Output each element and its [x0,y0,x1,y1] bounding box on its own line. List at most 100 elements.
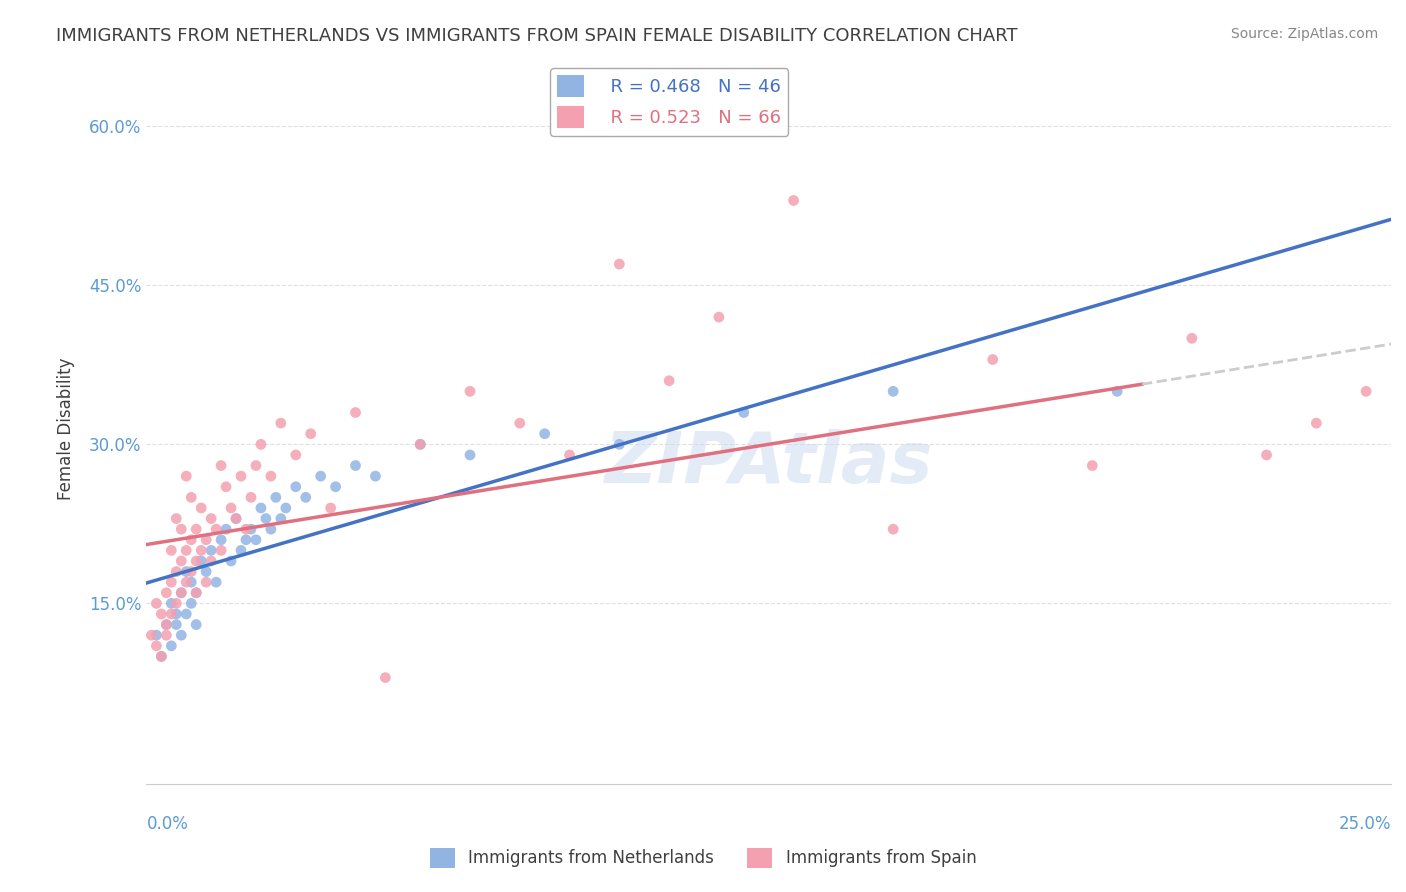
Point [733,405,755,419]
Point [558,448,581,462]
Legend: Immigrants from Netherlands, Immigrants from Spain: Immigrants from Netherlands, Immigrants … [423,841,983,875]
Point [1181,331,1204,345]
Point [882,522,904,536]
Point [1355,384,1378,399]
Point [186,522,208,536]
Point [240,522,263,536]
Point [180,491,202,505]
Point [270,416,292,430]
Point [1107,384,1129,399]
Point [240,491,263,505]
Point [225,511,247,525]
Point [209,533,232,547]
Point [409,437,432,451]
Point [174,575,197,590]
Point [155,617,177,632]
Point [195,565,218,579]
Y-axis label: Female Disability: Female Disability [58,357,75,500]
Text: IMMIGRANTS FROM NETHERLANDS VS IMMIGRANTS FROM SPAIN FEMALE DISABILITY CORRELATI: IMMIGRANTS FROM NETHERLANDS VS IMMIGRANT… [56,27,1018,45]
Point [364,469,387,483]
Point [186,586,208,600]
Point [200,511,222,525]
Point [209,543,232,558]
Point [160,575,183,590]
Point [160,596,183,610]
Point [1256,448,1278,462]
Point [180,565,202,579]
Point [165,617,187,632]
Point [170,522,193,536]
Point [782,194,804,208]
Point [170,586,193,600]
Point [186,586,208,600]
Point [165,596,187,610]
Point [245,533,267,547]
Point [225,511,247,525]
Point [260,522,283,536]
Point [219,500,242,515]
Point [145,596,167,610]
Point [209,458,232,473]
Point [374,671,396,685]
Point [160,639,183,653]
Point [344,405,367,419]
Point [319,500,342,515]
Point [190,543,212,558]
Point [174,469,197,483]
Point [200,543,222,558]
Point [509,416,531,430]
Point [180,533,202,547]
Point [174,607,197,621]
Point [150,607,173,621]
Point [160,543,183,558]
Point [180,596,202,610]
Point [981,352,1004,367]
Point [284,448,307,462]
Point [170,586,193,600]
Point [155,617,177,632]
Point [174,565,197,579]
Point [707,310,730,324]
Point [284,480,307,494]
Point [235,533,257,547]
Point [160,607,183,621]
Point [309,469,332,483]
Point [174,543,197,558]
Point [141,628,163,642]
Point [180,575,202,590]
Point [882,384,904,399]
Point [235,522,257,536]
Point [170,554,193,568]
Point [229,469,252,483]
Point [260,469,283,483]
Point [609,257,631,271]
Point [264,491,287,505]
Point [165,511,187,525]
Point [205,522,228,536]
Text: ZIPAtlas: ZIPAtlas [605,429,934,499]
Point [190,500,212,515]
Point [165,607,187,621]
Point [170,628,193,642]
Point [195,575,218,590]
Point [250,500,273,515]
Point [186,617,208,632]
Point [270,511,292,525]
Point [1305,416,1327,430]
Point [155,628,177,642]
Point [294,491,316,505]
Text: 0.0%: 0.0% [146,815,188,833]
Point [533,426,555,441]
Point [200,554,222,568]
Point [658,374,681,388]
Point [145,628,167,642]
Text: Source: ZipAtlas.com: Source: ZipAtlas.com [1230,27,1378,41]
Point [344,458,367,473]
Point [150,649,173,664]
Point [215,522,238,536]
Point [195,533,218,547]
Point [458,384,481,399]
Point [325,480,347,494]
Point [274,500,297,515]
Point [1081,458,1104,473]
